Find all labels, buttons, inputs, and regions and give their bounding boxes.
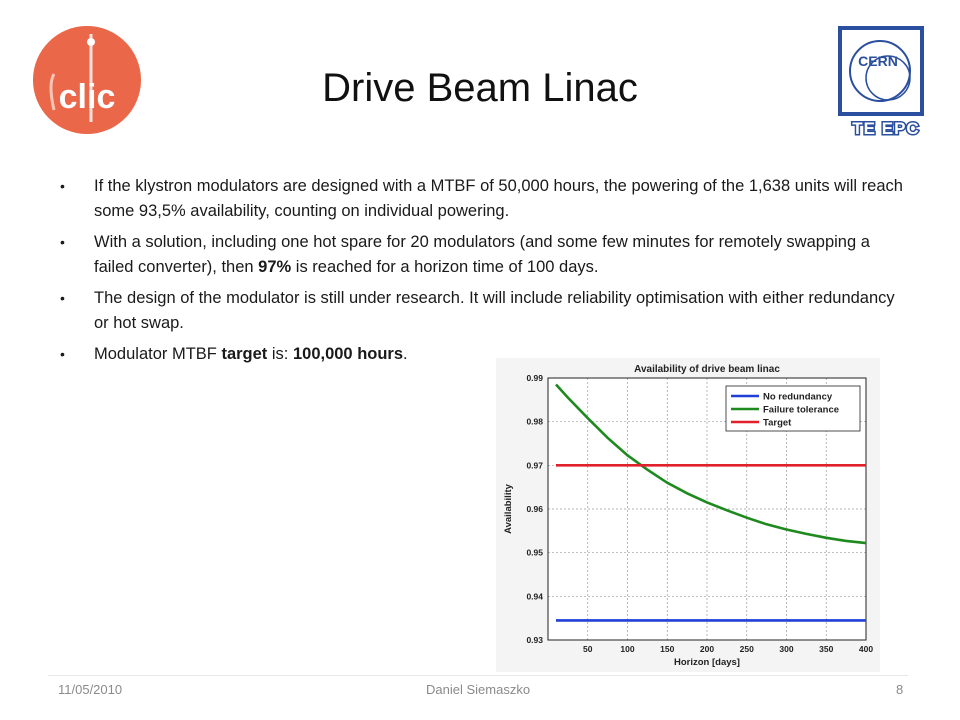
footer-divider <box>48 675 908 676</box>
y-tick-label: 0.96 <box>526 504 543 514</box>
y-axis-label: Availability <box>503 483 514 534</box>
bullet-item: • The design of the modulator is still un… <box>58 286 908 336</box>
bullet-text-bold: 97% <box>258 258 292 276</box>
bullet-marker: • <box>60 234 65 250</box>
bullet-marker: • <box>60 346 65 362</box>
slide-title: Drive Beam Linac <box>322 66 638 110</box>
x-tick-label: 250 <box>740 644 754 654</box>
y-tick-label: 0.94 <box>526 591 543 601</box>
y-tick-label: 0.99 <box>526 373 543 383</box>
bullet-item: • Modulator MTBF target is: 100,000 hours… <box>58 342 908 367</box>
bullet-text: . <box>403 345 408 363</box>
cern-logo: CERN TE EPC <box>838 26 924 140</box>
bullet-text: is reached for a horizon time of 100 day… <box>291 258 599 276</box>
x-tick-label: 300 <box>779 644 793 654</box>
bullet-marker: • <box>60 290 65 306</box>
x-tick-label: 150 <box>660 644 674 654</box>
y-tick-label: 0.98 <box>526 417 543 427</box>
bullet-text-bold: 100,000 hours <box>292 345 404 363</box>
chart-title: Availability of drive beam linac <box>634 364 780 375</box>
x-tick-label: 200 <box>700 644 714 654</box>
te-epc-label: TE EPC <box>852 119 919 138</box>
x-tick-label: 350 <box>819 644 833 654</box>
clic-logo: clic <box>33 26 141 134</box>
plot-frame <box>547 377 867 641</box>
x-tick-label: 100 <box>620 644 634 654</box>
bullet-text: Modulator MTBF <box>94 345 222 363</box>
bullet-marker: • <box>60 178 65 194</box>
bullet-item: • With a solution, including one hot spar… <box>58 230 908 280</box>
cern-logo-text: CERN <box>858 53 898 69</box>
bullet-text: If the klystron modulators are designed … <box>94 177 903 220</box>
x-axis-label: Horizon [days] <box>674 657 740 668</box>
bullet-text-bold: target <box>221 345 268 363</box>
clic-logo-text: clic <box>59 78 116 116</box>
bullet-list: • If the klystron modulators are designed… <box>58 174 908 373</box>
y-tick-label: 0.95 <box>526 548 543 558</box>
legend-label: Target <box>763 418 792 429</box>
legend-label: Failure tolerance <box>763 405 839 416</box>
bullet-text: The design of the modulator is still und… <box>94 289 895 332</box>
legend-label: No redundancy <box>763 392 833 403</box>
x-tick-label: 400 <box>859 644 873 654</box>
footer-page-number: 8 <box>896 682 904 697</box>
footer-date: 11/05/2010 <box>58 682 123 697</box>
x-tick-label: 50 <box>583 644 593 654</box>
y-tick-label: 0.97 <box>526 460 543 470</box>
bullet-text: With a solution, including one hot spare… <box>94 233 870 276</box>
footer-author: Daniel Siemaszko <box>426 682 531 697</box>
bullet-text: is: <box>267 345 293 363</box>
y-tick-label: 0.93 <box>526 635 543 645</box>
series-line-failure-tolerance <box>555 383 867 545</box>
availability-chart: Availability of drive beam linac 50 100 150… <box>496 358 880 672</box>
bullet-item: • If the klystron modulators are designed… <box>58 174 908 224</box>
